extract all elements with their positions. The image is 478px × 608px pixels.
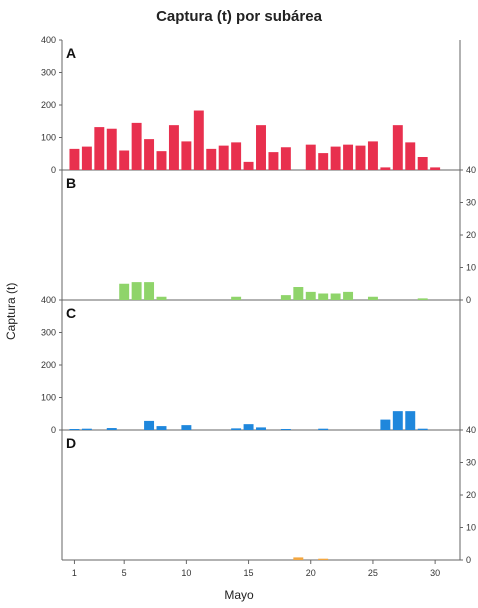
panel-c-ytick-label: 0 — [51, 425, 56, 435]
panel-b-bar — [144, 282, 155, 300]
panel-a-bar — [405, 142, 416, 170]
panel-b-bar — [231, 296, 242, 300]
panel-a-ytick-label: 300 — [41, 68, 56, 78]
panel-c-ytick-label: 200 — [41, 360, 56, 370]
panel-b-bar — [156, 296, 167, 300]
panel-a-bar — [355, 145, 366, 170]
panel-c-bar — [144, 420, 155, 430]
panel-c-bar — [392, 411, 403, 430]
panel-d-label: D — [66, 435, 76, 451]
panel-a-bar — [69, 148, 80, 170]
panel-a-bar — [181, 141, 192, 170]
panel-b-bar — [330, 293, 341, 300]
x-tick-label: 5 — [122, 568, 127, 578]
panel-d-rtick-label: 0 — [466, 555, 471, 565]
panel-a-bar — [268, 152, 279, 170]
panel-a-ytick-label: 0 — [51, 165, 56, 175]
panel-a-bar — [94, 127, 105, 170]
panel-b-bar — [305, 291, 316, 300]
panel-a-bar — [119, 150, 130, 170]
panel-a-bar — [280, 147, 291, 170]
x-tick-label: 15 — [244, 568, 254, 578]
panel-a-bar — [206, 148, 217, 170]
panel-a-bar — [392, 125, 403, 170]
panel-a-ytick-label: 200 — [41, 100, 56, 110]
panel-b-bar — [318, 293, 329, 300]
panel-d-rtick-label: 40 — [466, 425, 476, 435]
panel-a-bar — [156, 151, 167, 170]
x-tick-label: 10 — [181, 568, 191, 578]
panel-b-bar — [131, 282, 142, 300]
panel-b-rtick-label: 0 — [466, 295, 471, 305]
panel-a-bar — [193, 110, 204, 170]
panel-a-bar — [243, 161, 254, 170]
panel-b-rtick-label: 10 — [466, 263, 476, 273]
panel-a-bar — [144, 139, 155, 170]
panel-b-bar — [293, 287, 304, 300]
x-tick-label: 1 — [72, 568, 77, 578]
panel-c-bar — [106, 428, 117, 430]
panel-a-bar — [231, 142, 242, 170]
panel-b-bar — [280, 295, 291, 300]
panel-d-bar — [318, 558, 329, 560]
panel-c-ytick-label: 400 — [41, 295, 56, 305]
x-tick-label: 30 — [430, 568, 440, 578]
panel-a-bar — [256, 125, 266, 170]
panel-c-bar — [380, 419, 391, 430]
panel-a-bar — [417, 157, 428, 170]
panel-d-rtick-label: 10 — [466, 523, 476, 533]
panel-c-bar — [81, 428, 92, 430]
panel-c-ytick-label: 300 — [41, 328, 56, 338]
panel-a-label: A — [66, 45, 76, 61]
panel-a-bar — [343, 144, 354, 170]
panel-a-bar — [106, 128, 117, 170]
x-tick-label: 25 — [368, 568, 378, 578]
panel-b-rtick-label: 40 — [466, 165, 476, 175]
panel-d-rtick-label: 20 — [466, 490, 476, 500]
panel-a-bar — [305, 144, 316, 170]
panel-a-bar — [218, 145, 229, 170]
panel-a-bar — [430, 167, 441, 170]
panel-c-bar — [318, 428, 329, 430]
panel-b-bar — [119, 283, 130, 300]
panel-c-bar — [405, 411, 416, 430]
panel-a-ytick-label: 400 — [41, 35, 56, 45]
chart-title: Captura (t) por subárea — [156, 8, 322, 25]
panel-c-ytick-label: 100 — [41, 393, 56, 403]
panel-b-bar — [417, 298, 428, 300]
panel-a-bar — [367, 141, 378, 170]
panel-b-label: B — [66, 175, 76, 191]
panel-d-bar — [293, 557, 304, 560]
panel-c-label: C — [66, 305, 76, 321]
x-tick-label: 20 — [306, 568, 316, 578]
panel-c-bar — [156, 426, 167, 430]
panel-b-bar — [367, 296, 378, 300]
panel-c-bar — [417, 428, 428, 430]
panel-d-rtick-label: 30 — [466, 458, 476, 468]
panel-c-bar — [69, 429, 80, 430]
panel-a-bar — [330, 146, 341, 170]
panel-a-bar — [81, 146, 92, 170]
panel-a-bar — [318, 153, 329, 170]
panel-b-rtick-label: 20 — [466, 230, 476, 240]
panel-c-bar — [231, 428, 242, 430]
panel-c-bar — [280, 429, 291, 430]
panel-c-bar — [243, 424, 254, 430]
x-axis-label: Mayo — [224, 588, 254, 602]
panel-a-bar — [168, 125, 179, 170]
panel-a-ytick-label: 100 — [41, 133, 56, 143]
panel-b-bar — [343, 291, 354, 300]
panel-c-bar — [181, 425, 192, 430]
panel-b-rtick-label: 30 — [466, 198, 476, 208]
panel-c-bar — [256, 427, 266, 430]
panel-a-bar — [380, 167, 391, 170]
panel-a-bar — [131, 122, 142, 170]
